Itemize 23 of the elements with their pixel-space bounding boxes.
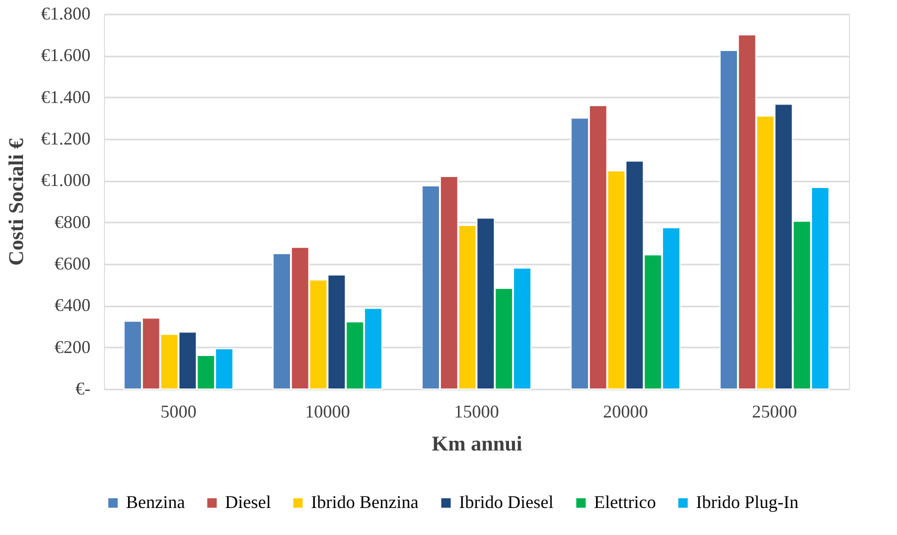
legend-label: Ibrido Benzina <box>311 492 418 512</box>
x-tick-label: 25000 <box>752 402 797 422</box>
y-tick-label: €1.600 <box>41 45 90 66</box>
y-tick-label: €800 <box>54 212 90 232</box>
y-tick-label: €1.000 <box>41 170 90 190</box>
legend-label: Ibrido Plug-In <box>696 492 798 512</box>
legend-label: Benzina <box>126 492 185 512</box>
y-tick-label: €200 <box>54 336 90 357</box>
legend-label: Elettrico <box>594 492 656 512</box>
y-tick-label: €600 <box>54 254 90 274</box>
x-axis-title: Km annui <box>432 432 522 456</box>
y-tick-label: €1.800 <box>41 4 90 24</box>
y-tick-label: €1.200 <box>41 128 90 148</box>
legend-label: Ibrido Diesel <box>459 492 554 512</box>
y-axis-title: Costi Sociali € <box>4 138 28 266</box>
y-tick-label: €1.400 <box>41 86 90 107</box>
x-tick-label: 5000 <box>160 402 196 422</box>
legend-label: Diesel <box>225 492 271 512</box>
x-tick-label: 15000 <box>454 402 499 422</box>
x-tick-label: 10000 <box>305 402 350 422</box>
y-tick-label: €- <box>76 378 90 398</box>
x-tick-label: 20000 <box>603 402 648 422</box>
y-tick-label: €400 <box>54 295 90 316</box>
